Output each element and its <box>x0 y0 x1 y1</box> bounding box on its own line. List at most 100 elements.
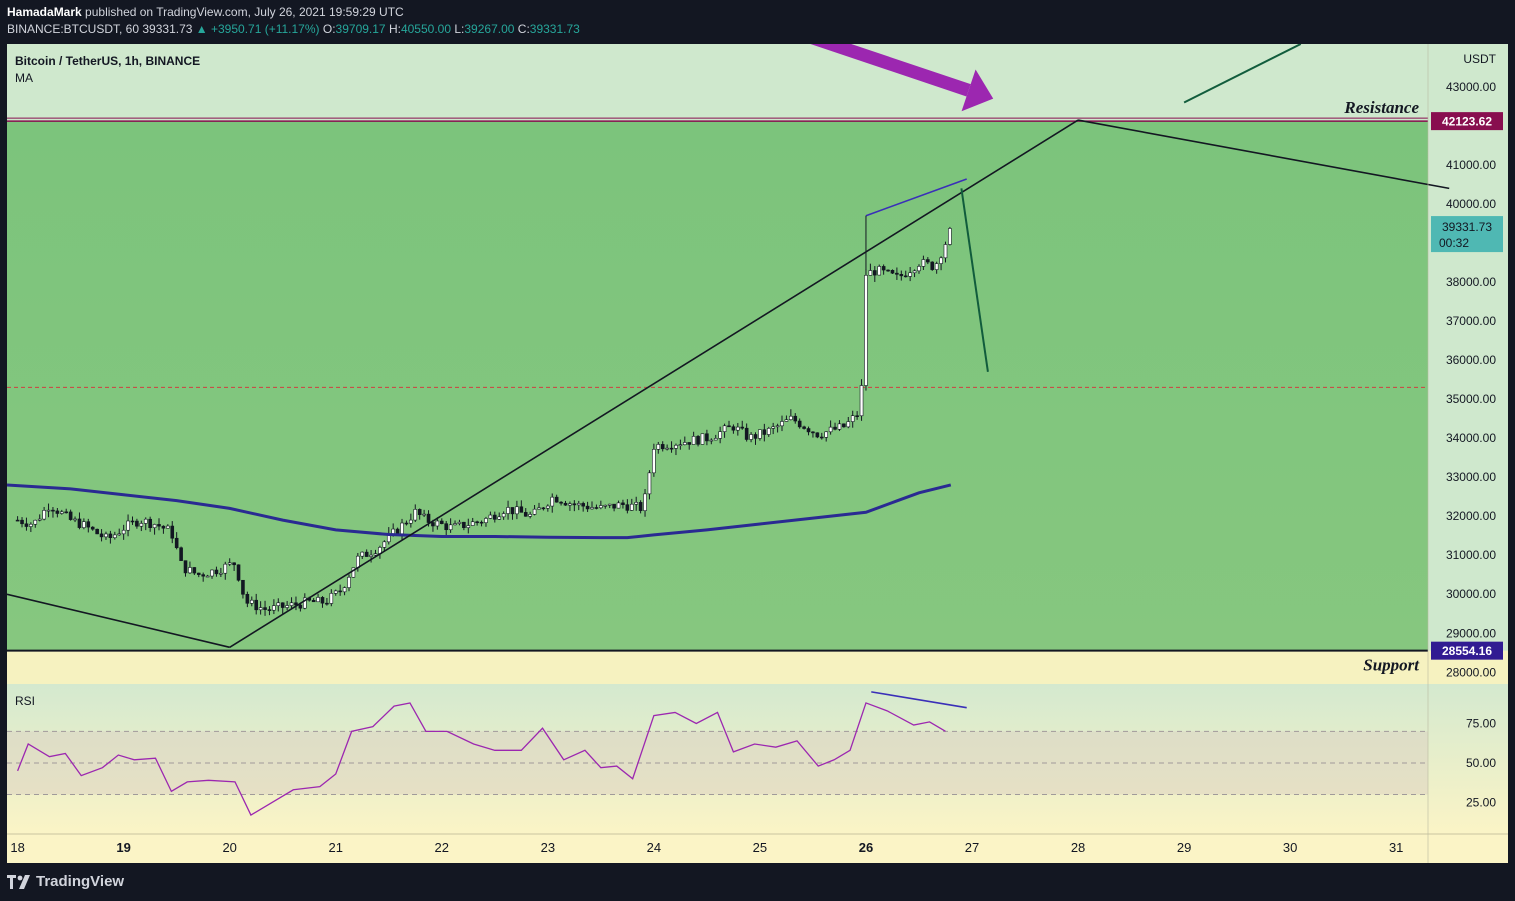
candle[interactable] <box>422 509 426 518</box>
candle[interactable] <box>439 518 444 525</box>
candle[interactable] <box>727 420 731 428</box>
candle[interactable] <box>157 518 161 531</box>
candle[interactable] <box>249 596 254 607</box>
candle[interactable] <box>68 509 73 521</box>
support-tag[interactable] <box>1431 641 1503 660</box>
candle[interactable] <box>86 518 91 533</box>
candle[interactable] <box>784 415 789 422</box>
candle[interactable] <box>435 517 440 530</box>
candle[interactable] <box>329 589 334 607</box>
candle[interactable] <box>789 409 793 421</box>
candle[interactable] <box>731 424 736 434</box>
candle[interactable] <box>311 598 316 603</box>
candle[interactable] <box>289 597 294 610</box>
candle[interactable] <box>24 517 29 531</box>
last-price-tag[interactable] <box>1431 216 1503 253</box>
candle[interactable] <box>758 429 762 441</box>
candle[interactable] <box>890 269 895 274</box>
candle[interactable] <box>572 500 577 512</box>
candle[interactable] <box>448 518 453 533</box>
candle[interactable] <box>537 502 541 510</box>
candle[interactable] <box>709 438 714 445</box>
drawings[interactable] <box>7 44 1450 649</box>
candle[interactable] <box>497 512 502 521</box>
candle[interactable] <box>104 531 108 540</box>
candle[interactable] <box>585 501 590 512</box>
candle[interactable] <box>660 441 665 452</box>
candle[interactable] <box>29 522 33 533</box>
candle[interactable] <box>908 267 912 282</box>
candle[interactable] <box>749 432 753 443</box>
candle[interactable] <box>775 423 780 433</box>
candle[interactable] <box>263 600 267 616</box>
candle[interactable] <box>859 379 864 421</box>
rsi-label[interactable]: RSI <box>15 694 35 708</box>
candle[interactable] <box>824 431 828 442</box>
candle[interactable] <box>744 423 749 442</box>
candle[interactable] <box>528 511 532 519</box>
axes[interactable]: 43000.00 41000.00 40000.00 38000.00 37000.00… <box>7 44 1508 863</box>
candle[interactable] <box>188 561 192 574</box>
candle[interactable] <box>82 518 86 530</box>
candle[interactable] <box>687 442 692 450</box>
candle[interactable] <box>135 518 139 529</box>
candle[interactable] <box>369 549 373 563</box>
candle[interactable] <box>294 596 298 611</box>
candle[interactable] <box>33 519 38 528</box>
candle[interactable] <box>886 269 890 272</box>
candle[interactable] <box>183 560 188 577</box>
candle[interactable] <box>616 500 621 509</box>
candle[interactable] <box>444 521 449 537</box>
candle[interactable] <box>113 531 117 540</box>
candle[interactable] <box>780 415 784 432</box>
candle[interactable] <box>77 512 82 530</box>
candle[interactable] <box>417 508 422 520</box>
candle[interactable] <box>722 423 727 438</box>
candle[interactable] <box>736 422 740 436</box>
candle[interactable] <box>550 493 555 513</box>
author-name[interactable]: HamadaMark <box>7 5 82 19</box>
candle[interactable] <box>236 564 241 582</box>
candle[interactable] <box>55 507 60 518</box>
candle[interactable] <box>382 540 387 552</box>
projection-up-line[interactable] <box>1183 44 1302 104</box>
candle[interactable] <box>696 435 700 447</box>
candle[interactable] <box>811 431 815 438</box>
divergence-top-line[interactable] <box>865 178 967 217</box>
falling-line-right-line[interactable] <box>1077 119 1450 190</box>
candle[interactable] <box>214 566 219 577</box>
arrow-head[interactable] <box>961 69 994 112</box>
candle[interactable] <box>258 601 263 615</box>
candle[interactable] <box>161 525 166 534</box>
candle[interactable] <box>201 572 205 582</box>
candle[interactable] <box>541 506 546 511</box>
candle[interactable] <box>563 500 568 506</box>
candle[interactable] <box>179 546 183 561</box>
candle[interactable] <box>196 572 201 578</box>
candle[interactable] <box>705 429 709 446</box>
candle[interactable] <box>210 569 214 579</box>
candle[interactable] <box>576 500 581 511</box>
candle[interactable] <box>121 524 126 540</box>
candle[interactable] <box>669 441 674 453</box>
candle[interactable] <box>95 528 99 535</box>
candle[interactable] <box>895 267 899 280</box>
candle[interactable] <box>64 508 69 514</box>
candle[interactable] <box>837 420 842 432</box>
candle[interactable] <box>174 532 179 550</box>
candle[interactable] <box>347 574 351 592</box>
resistance-tag[interactable] <box>1431 112 1503 131</box>
candle[interactable] <box>360 551 365 560</box>
candle[interactable] <box>643 489 647 517</box>
chart-frame[interactable]: 43000.00 41000.00 40000.00 38000.00 37000.00… <box>7 44 1508 863</box>
candle[interactable] <box>943 241 948 263</box>
candle[interactable] <box>917 264 921 274</box>
candle[interactable] <box>842 423 846 428</box>
candle[interactable] <box>501 511 506 520</box>
candle[interactable] <box>652 443 656 477</box>
candle[interactable] <box>99 529 104 542</box>
candle[interactable] <box>612 503 616 512</box>
candle[interactable] <box>285 600 289 611</box>
candle[interactable] <box>453 520 457 526</box>
candle[interactable] <box>462 521 466 531</box>
